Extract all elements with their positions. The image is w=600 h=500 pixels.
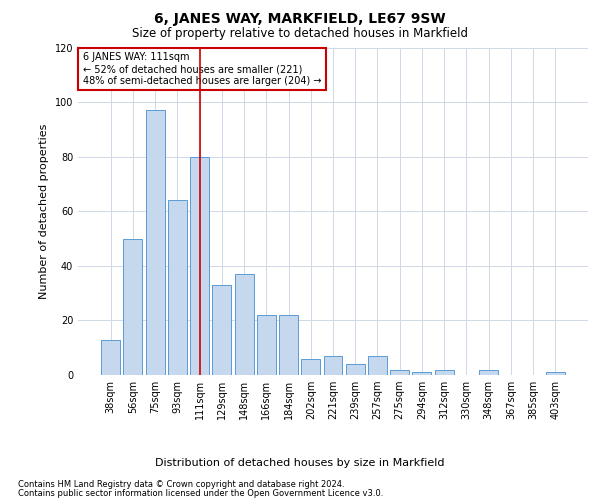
Text: 6, JANES WAY, MARKFIELD, LE67 9SW: 6, JANES WAY, MARKFIELD, LE67 9SW bbox=[154, 12, 446, 26]
Bar bbox=[101, 340, 120, 375]
Bar bbox=[479, 370, 498, 375]
Bar bbox=[190, 156, 209, 375]
Bar bbox=[212, 285, 231, 375]
Bar bbox=[368, 356, 387, 375]
Bar bbox=[279, 315, 298, 375]
Bar bbox=[546, 372, 565, 375]
Bar bbox=[124, 238, 142, 375]
Text: Size of property relative to detached houses in Markfield: Size of property relative to detached ho… bbox=[132, 28, 468, 40]
Text: Distribution of detached houses by size in Markfield: Distribution of detached houses by size … bbox=[155, 458, 445, 468]
Bar bbox=[146, 110, 164, 375]
Bar bbox=[390, 370, 409, 375]
Text: Contains public sector information licensed under the Open Government Licence v3: Contains public sector information licen… bbox=[18, 489, 383, 498]
Text: Contains HM Land Registry data © Crown copyright and database right 2024.: Contains HM Land Registry data © Crown c… bbox=[18, 480, 344, 489]
Bar bbox=[435, 370, 454, 375]
Bar bbox=[323, 356, 343, 375]
Bar bbox=[168, 200, 187, 375]
Text: 6 JANES WAY: 111sqm
← 52% of detached houses are smaller (221)
48% of semi-detac: 6 JANES WAY: 111sqm ← 52% of detached ho… bbox=[83, 52, 322, 86]
Bar bbox=[235, 274, 254, 375]
Bar bbox=[346, 364, 365, 375]
Bar bbox=[257, 315, 276, 375]
Bar bbox=[301, 358, 320, 375]
Y-axis label: Number of detached properties: Number of detached properties bbox=[39, 124, 49, 299]
Bar bbox=[412, 372, 431, 375]
